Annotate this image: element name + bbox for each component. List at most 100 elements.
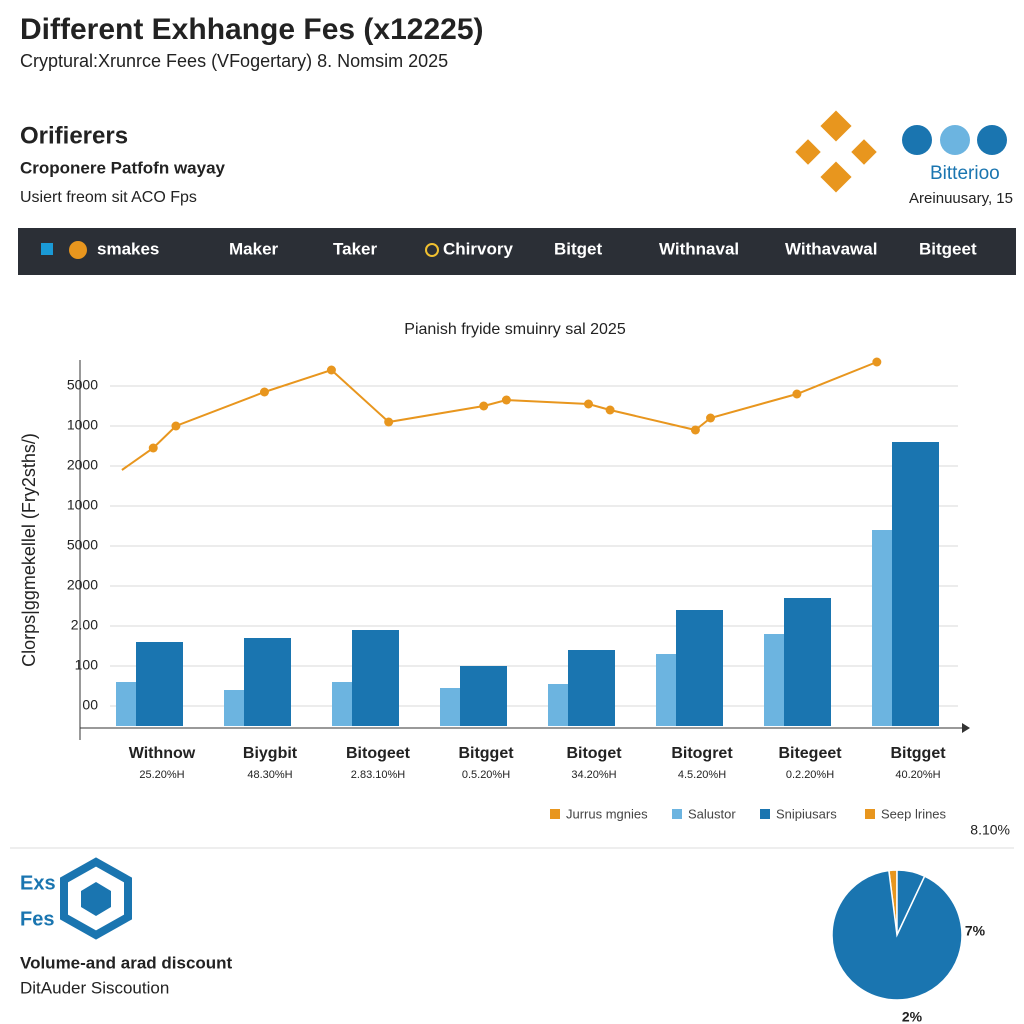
chart-note: 8.10% [970, 822, 1010, 838]
x-tick-label: Bitgget [458, 745, 514, 762]
y-tick-label: 1000 [67, 417, 98, 433]
x-tick-note: 25.20%H [139, 769, 184, 781]
nav-icon [41, 243, 53, 255]
badge-text: Exs [20, 872, 56, 894]
chart-title: Pianish fryide smuinry sal 2025 [404, 321, 626, 338]
bar [440, 688, 460, 726]
x-tick-label: Bitoget [566, 745, 622, 762]
badge-hex [81, 882, 111, 916]
y-tick-label: 00 [82, 697, 98, 713]
x-tick-note: 2.83.10%H [351, 769, 405, 781]
x-tick-note: 48.30%H [247, 769, 292, 781]
line-point [148, 443, 158, 453]
line-point [171, 421, 181, 431]
brand-dot [940, 125, 970, 155]
bar [656, 654, 676, 726]
axis-arrow [962, 723, 970, 733]
line-point [690, 425, 700, 435]
bar [136, 642, 183, 726]
y-axis-label: Clorps|ggmekellel (Fry2sths/) [19, 433, 39, 667]
bar [568, 650, 615, 726]
badge-text: Fes [20, 908, 54, 930]
bar [784, 598, 831, 726]
nav-bar [18, 228, 1016, 275]
badge-hex [60, 857, 132, 940]
legend-swatch [865, 809, 875, 819]
line-point [706, 413, 716, 423]
page-title: Different Exhhange Fes (x12225) [20, 13, 484, 46]
legend-label: Seep lrines [881, 806, 947, 821]
x-tick-note: 4.5.20%H [678, 769, 726, 781]
line-point [605, 405, 615, 415]
x-tick-label: Bitegeet [778, 745, 842, 762]
x-tick-label: Bitgget [890, 745, 946, 762]
nav-item[interactable]: Bitgeet [919, 239, 977, 258]
x-tick-note: 34.20%H [571, 769, 616, 781]
y-tick-label: 5000 [67, 537, 98, 553]
line-point [326, 365, 336, 375]
section-heading: Orifierers [20, 122, 128, 149]
nav-item[interactable]: Maker [229, 239, 279, 258]
x-tick-label: Biygbit [243, 745, 298, 762]
legend-label: Salustor [688, 806, 736, 821]
pie-label: 7% [965, 923, 986, 939]
line-point [583, 399, 593, 409]
section-line: Croponere Patfofn wayay [20, 158, 226, 177]
y-tick-label: 2000 [67, 577, 98, 593]
legend-swatch [550, 809, 560, 819]
brand-dot [902, 125, 932, 155]
x-tick-note: 0.5.20%H [462, 769, 510, 781]
pie-slice [831, 869, 963, 1001]
bar [244, 638, 291, 726]
line-point [259, 387, 269, 397]
bar [892, 442, 939, 726]
line [121, 361, 878, 471]
bar [116, 682, 136, 726]
bar [676, 610, 723, 726]
pie-label: 2% [902, 1009, 923, 1024]
y-tick-label: 100 [75, 657, 99, 673]
nav-item[interactable]: Withnaval [659, 239, 739, 258]
nav-item[interactable]: Taker [333, 239, 377, 258]
bar [224, 690, 244, 726]
nav-item[interactable]: Chirvory [443, 239, 513, 258]
x-tick-label: Withnow [129, 745, 196, 762]
y-tick-label: 2000 [67, 457, 98, 473]
bar [872, 530, 892, 726]
y-tick-label: 1000 [67, 497, 98, 513]
legend-swatch [760, 809, 770, 819]
section-line: Usiert freom sit ACO Fps [20, 189, 197, 206]
line-point [479, 401, 489, 411]
bar [548, 684, 568, 726]
x-tick-note: 0.2.20%H [786, 769, 834, 781]
bar [764, 634, 784, 726]
line-point [792, 389, 802, 399]
line-point [872, 357, 882, 367]
legend-swatch [672, 809, 682, 819]
logo [795, 110, 877, 193]
bar [352, 630, 399, 726]
footer-line: DitAuder Siscoution [20, 978, 169, 997]
nav-item[interactable]: Withavawal [785, 239, 877, 258]
line-point [501, 395, 511, 405]
footer-line: Volume-and arad discount [20, 953, 233, 972]
bar [332, 682, 352, 726]
page-subtitle: Cryptural:Xrunrce Fees (VFogertary) 8. N… [20, 51, 448, 71]
bar [460, 666, 507, 726]
nav-item[interactable]: Bitget [554, 239, 603, 258]
brand-date: Areinuusary, 15 [909, 190, 1013, 207]
brand-name: Bitterioo [930, 163, 1000, 184]
line-point [384, 417, 394, 427]
x-tick-note: 40.20%H [895, 769, 940, 781]
legend-label: Snipiusars [776, 806, 837, 821]
brand-dot [977, 125, 1007, 155]
nav-icon [425, 243, 439, 257]
y-tick-label: 2.00 [71, 617, 98, 633]
y-tick-label: 5000 [67, 377, 98, 393]
x-tick-label: Bitogeet [346, 745, 411, 762]
x-tick-label: Bitogret [671, 745, 733, 762]
legend-label: Jurrus mgnies [566, 806, 648, 821]
nav-item[interactable]: smakes [97, 239, 159, 258]
